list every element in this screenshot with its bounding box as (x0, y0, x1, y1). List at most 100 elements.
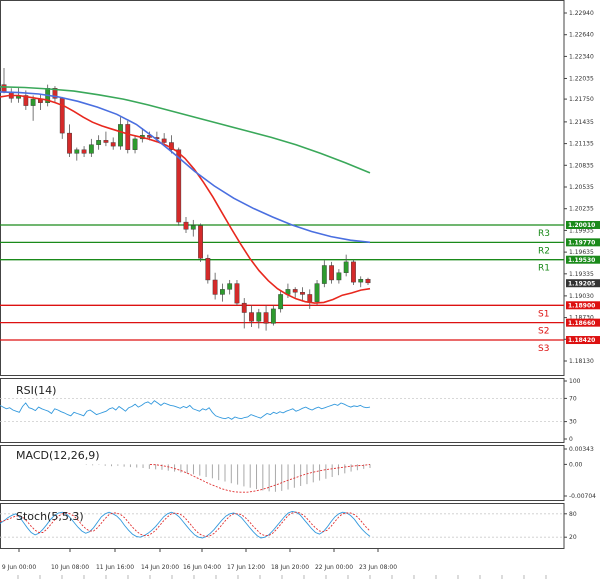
candle-bear (249, 312, 254, 322)
candle (300, 287, 305, 302)
macd-panel-frame (0, 445, 565, 501)
candle-bear (307, 294, 313, 302)
candle-bear (198, 225, 203, 259)
price-tick-label: 1.19935 (569, 227, 594, 234)
candle-bear (212, 279, 218, 295)
price-tag-r2: 1.19770 (566, 238, 600, 247)
price-tag-bg (566, 238, 600, 247)
candle (351, 259, 356, 286)
time-tick-label: 11 Jun 16:00 (96, 564, 134, 571)
candle (74, 147, 80, 161)
price-tick-label: 1.21435 (569, 119, 594, 126)
candle (125, 120, 131, 154)
price-tag-bg (566, 336, 600, 345)
candle (358, 276, 364, 288)
candle-bear (365, 279, 371, 284)
candle-bull (358, 279, 364, 283)
rsi-label: RSI(14) (16, 384, 56, 397)
price-tick-label: 1.22940 (569, 10, 594, 17)
candle-bull (96, 140, 102, 145)
candle-bull (278, 294, 284, 310)
candle (329, 261, 334, 284)
candle-bull (343, 261, 349, 273)
rsi-tick-label: 70 (569, 395, 577, 402)
pivot-label-s2: S2 (538, 327, 549, 337)
rsi-tick-label: 100 (569, 378, 581, 385)
candle (198, 223, 203, 262)
current-price-text: 1.19205 (568, 280, 595, 287)
candle (321, 260, 327, 288)
candle (365, 277, 371, 286)
candle-bear (59, 98, 65, 134)
candle (263, 305, 269, 331)
price-tag-s3: 1.18420 (566, 336, 600, 344)
pivot-label-r3: R3 (538, 229, 550, 239)
candle (307, 289, 313, 309)
candle (183, 217, 189, 233)
price-tick-label: 1.22035 (569, 75, 594, 82)
candle (227, 279, 233, 295)
stoch-tick-label: 20 (569, 534, 577, 541)
stoch-panel-frame (0, 503, 565, 549)
ma-mid-line (0, 91, 371, 244)
candle (212, 272, 218, 300)
time-tick-label: 18 Jun 20:00 (271, 564, 309, 571)
main-panel-frame (0, 0, 565, 376)
candle-bull (336, 272, 342, 281)
candle-bear (205, 258, 211, 281)
candle (132, 135, 138, 154)
candle (219, 283, 225, 302)
candle-bull (321, 265, 327, 284)
candle-bear (329, 265, 334, 281)
candle (110, 137, 116, 150)
price-tag-bg (566, 318, 600, 327)
candle (30, 95, 36, 121)
candle (118, 117, 123, 150)
macd-label: MACD(12,26,9) (16, 449, 100, 462)
candle-bull (270, 308, 276, 324)
stoch-label: Stoch(5,5,3) (16, 510, 84, 523)
candle (234, 279, 240, 306)
candle-bull (118, 124, 123, 147)
price-tag-text: 1.20010 (568, 222, 595, 229)
current-price-tag: 1.19205 (566, 279, 600, 287)
macd-signal-line (149, 463, 371, 493)
price-tick-label: 1.20535 (569, 184, 594, 191)
time-tick-label: 9 Jun 00:00 (2, 564, 36, 571)
price-tick-label: 1.18130 (569, 358, 594, 365)
candle-bull (30, 98, 36, 106)
candle (190, 219, 196, 237)
candle (59, 96, 65, 139)
candle-bull (132, 138, 138, 150)
rsi-line (0, 400, 371, 420)
price-tag-s2: 1.18660 (566, 318, 600, 327)
candle-bear (52, 88, 58, 99)
candle-bear (351, 261, 356, 283)
price-tick-label: 1.20235 (569, 206, 594, 213)
candle (336, 269, 342, 284)
stoch-tick-label: 80 (569, 511, 577, 518)
candle (38, 94, 43, 110)
candle-bear (103, 140, 109, 143)
candle-bear (23, 95, 29, 106)
macd-tick-label: 0.00 (569, 461, 583, 468)
candle-bear (67, 132, 72, 154)
price-tag-text: 1.19770 (568, 240, 595, 247)
price-tag-bg (566, 220, 600, 229)
price-tag-bg (566, 301, 600, 310)
candle-bear (241, 302, 247, 313)
time-tick-label: 14 Jun 20:00 (141, 564, 179, 571)
candle (270, 305, 276, 326)
pivot-label-r2: R2 (538, 246, 550, 256)
price-tick-label: 1.22340 (569, 53, 594, 60)
candle-bear (1, 84, 7, 93)
price-tag-text: 1.18420 (568, 337, 595, 344)
candle-bear (183, 221, 189, 230)
candle-bear (300, 292, 305, 295)
candle-bear (161, 138, 167, 143)
time-tick-label: 22 Jun 00:00 (315, 564, 353, 571)
macd-tick-label: -0.00704 (569, 493, 596, 500)
price-tag-text: 1.18660 (568, 320, 595, 327)
candle-bull (227, 283, 233, 290)
candle-bull (219, 289, 225, 295)
